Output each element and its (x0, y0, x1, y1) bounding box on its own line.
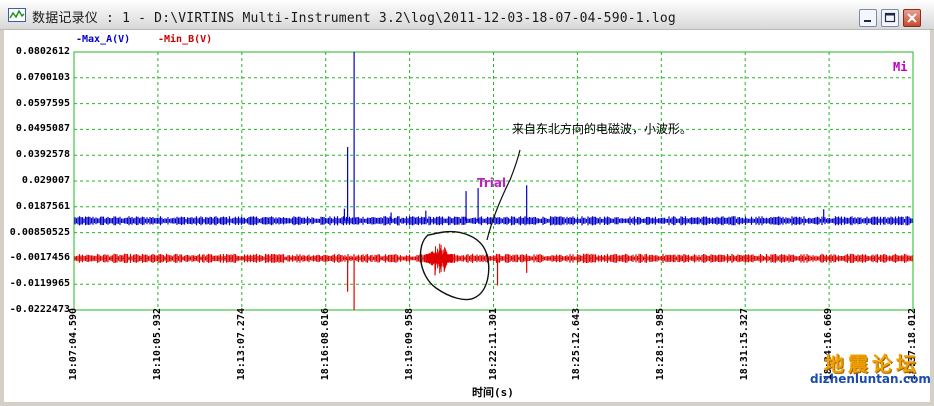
x-tick-label: 18:25:12.643 (571, 308, 583, 381)
y-tick-label: 0.0597595 (15, 97, 70, 109)
corner-label: Mi (893, 60, 908, 74)
chart-canvas (73, 51, 914, 311)
legend-series-a: -Max_A(V) (76, 34, 131, 45)
x-tick-label: 18:22:11.301 (487, 308, 499, 381)
maximize-button[interactable] (881, 9, 899, 27)
minimize-button[interactable] (859, 9, 877, 27)
y-tick-label: 0.0392578 (15, 149, 70, 161)
y-tick-label: 0.029007 (21, 175, 70, 186)
x-axis-label: 时间(s) (472, 386, 514, 399)
minimize-icon (864, 20, 871, 22)
y-tick-label: 0.0802612 (15, 46, 70, 57)
x-tick-label: 18:19:09.958 (403, 308, 415, 381)
x-tick-label: 18:10:05.932 (151, 308, 163, 381)
y-tick-label: -0.0017456 (9, 252, 70, 264)
data-logger-app-icon (8, 8, 26, 22)
y-tick-label: 0.00850525 (9, 226, 70, 238)
annotation-note: 来自东北方向的电磁波，小波形。 (512, 122, 693, 136)
x-tick-label: 18:13:07.274 (235, 308, 247, 381)
annotation-circle (419, 230, 490, 301)
x-tick-label: 18:07:04.590 (68, 308, 79, 381)
plot-area: -Max_A(V) -Min_B(V) 0.0802612 0.0700103 0.… (4, 30, 931, 402)
title-bar[interactable]: 数据记录仪 : 1 - D:\VIRTINS Multi-Instrument … (0, 0, 934, 30)
x-tick-label: 18:28:13.985 (655, 308, 667, 381)
watermark-site-name: 地震论坛 (824, 352, 920, 376)
maximize-icon (884, 12, 896, 23)
y-tick-label: 0.0187561 (15, 200, 70, 212)
y-tick-label: -0.0222473 (9, 304, 70, 315)
watermark-url: dizhenluntan.com (810, 372, 931, 386)
y-tick-label: -0.0119965 (9, 278, 70, 290)
event-burst-mark (425, 243, 454, 274)
annotation-pointer-line (486, 149, 521, 241)
trial-label: Trial (477, 176, 507, 190)
x-tick-label: 18:16:08.616 (319, 308, 331, 381)
close-icon (907, 13, 917, 23)
legend-series-b: -Min_B(V) (158, 34, 213, 45)
close-button[interactable] (903, 9, 921, 27)
x-tick-label: 18:31:15.327 (739, 308, 751, 381)
window-title: 数据记录仪 : 1 - D:\VIRTINS Multi-Instrument … (32, 11, 676, 26)
y-tick-label: 0.0495087 (15, 123, 70, 135)
y-tick-label: 0.0700103 (15, 71, 70, 83)
